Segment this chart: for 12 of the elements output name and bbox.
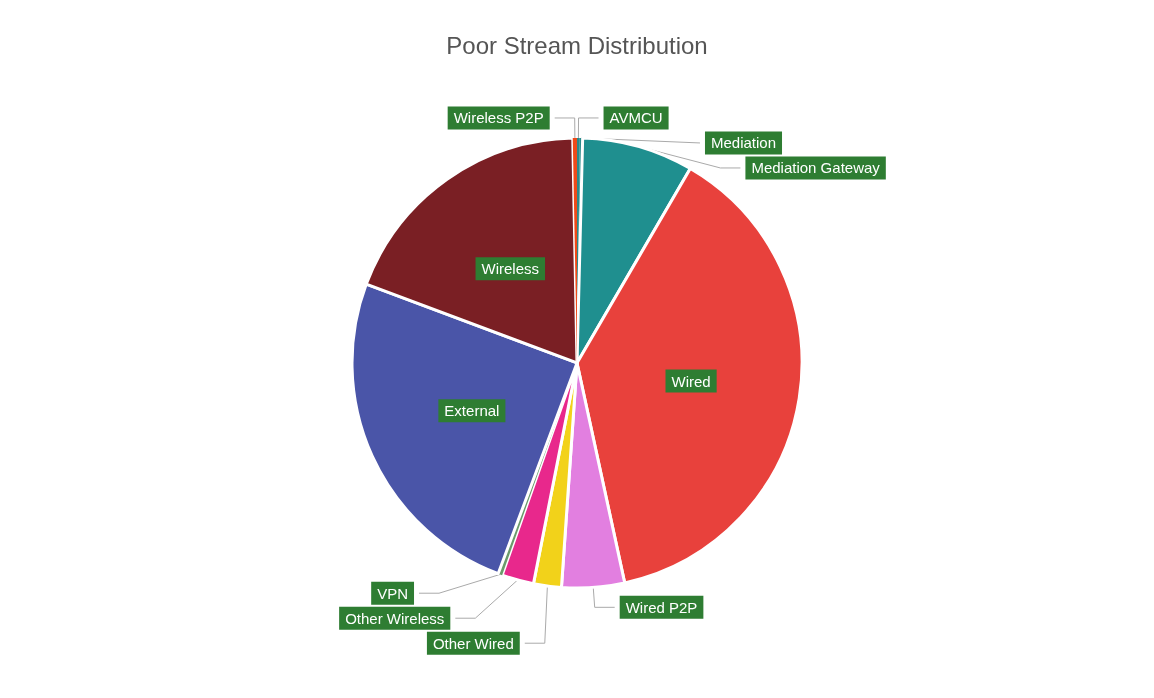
slice-label: Other Wired xyxy=(432,634,514,652)
slice-label: Wired xyxy=(671,372,711,390)
slice-label: Mediation xyxy=(710,134,777,152)
slice-label: External xyxy=(444,402,500,420)
slice-label: Mediation Gateway xyxy=(751,159,881,177)
slice-label: AVMCU xyxy=(609,109,663,127)
chart-title: Poor Stream Distribution xyxy=(446,31,708,59)
slice-label: Wireless xyxy=(481,260,540,278)
slice-label: Wireless P2P xyxy=(453,109,544,127)
slice-label: Other Wireless xyxy=(345,609,445,627)
slice-label: Wired P2P xyxy=(625,598,698,616)
slice-label: VPN xyxy=(377,584,409,602)
